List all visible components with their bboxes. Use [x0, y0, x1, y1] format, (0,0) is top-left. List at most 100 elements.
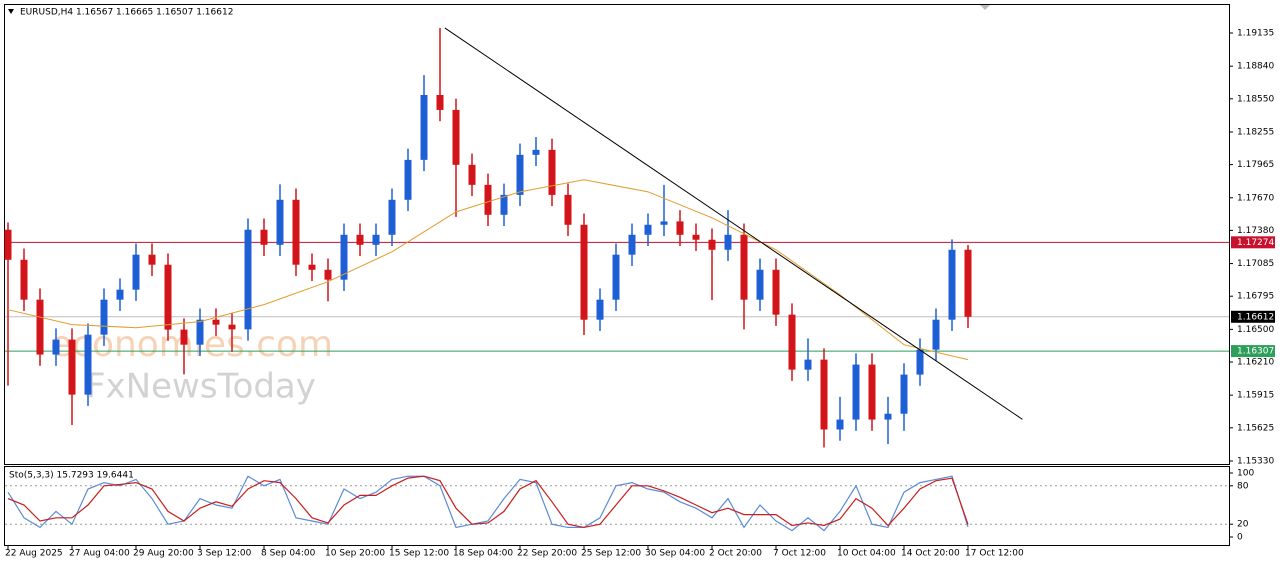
- y-tick-label: 1.16210: [1237, 357, 1274, 367]
- candle-body: [948, 249, 956, 320]
- stoch-title: Sto(5,3,3) 15.7293 19.6441: [9, 471, 134, 481]
- x-tick-label: 25 Sep 12:00: [581, 549, 641, 559]
- candle-body: [964, 249, 972, 317]
- y-tick-label: 1.16500: [1237, 325, 1274, 335]
- candle-body: [788, 314, 796, 370]
- candle-body: [564, 194, 572, 225]
- candle-body: [420, 94, 428, 160]
- candle-body: [52, 339, 60, 355]
- y-tick-label: 0: [1237, 533, 1243, 543]
- chart-title: EURUSD,H4 1.16567 1.16665 1.16507 1.1661…: [20, 8, 233, 18]
- y-tick-label: 1.17085: [1237, 259, 1274, 269]
- main-frame: [4, 4, 1230, 465]
- candle-body: [484, 184, 492, 215]
- price-level-label: 1.16307: [1237, 347, 1274, 357]
- candle-body: [676, 221, 684, 235]
- y-tick-label: 1.17965: [1237, 160, 1274, 170]
- candle-body: [660, 221, 668, 225]
- candle-body: [740, 234, 748, 300]
- candle-body: [228, 324, 236, 330]
- candle-body: [148, 254, 156, 265]
- candle-body: [212, 319, 220, 325]
- x-tick-label: 10 Sep 20:00: [325, 549, 385, 559]
- x-tick-label: 7 Oct 12:00: [773, 549, 826, 559]
- candle-body: [708, 239, 716, 250]
- candle-body: [468, 164, 476, 185]
- candle-body: [132, 254, 140, 290]
- x-tick-label: 22 Sep 20:00: [517, 549, 577, 559]
- x-tick-label: 14 Oct 20:00: [901, 549, 960, 559]
- candle-body: [292, 199, 300, 265]
- candle-body: [84, 334, 92, 395]
- candle-body: [356, 234, 364, 245]
- candle-body: [596, 299, 604, 320]
- y-tick-label: 1.17670: [1237, 193, 1274, 203]
- candle-body: [500, 194, 508, 215]
- price-level-box: [1231, 310, 1275, 323]
- candle-body: [308, 264, 316, 270]
- candle-body: [868, 364, 876, 420]
- candle-body: [900, 374, 908, 414]
- x-tick-label: 2 Oct 20:00: [709, 549, 762, 559]
- candle-body: [932, 319, 940, 350]
- candle-body: [628, 234, 636, 255]
- trendline: [444, 27, 1023, 420]
- x-tick-label: 8 Sep 04:00: [261, 549, 316, 559]
- y-tick-label: 1.18255: [1237, 127, 1274, 137]
- candle-body: [116, 289, 124, 300]
- candle-body: [724, 234, 732, 250]
- candle-body: [196, 319, 204, 345]
- candle-body: [804, 359, 812, 370]
- candle-body: [852, 364, 860, 420]
- candle-body: [100, 299, 108, 335]
- price-level-label: 1.17274: [1237, 238, 1274, 248]
- candle-body: [244, 229, 252, 330]
- y-tick-label: 1.18840: [1237, 62, 1274, 72]
- price-level-box: [1231, 345, 1275, 358]
- candle-body: [36, 299, 44, 355]
- candle-body: [436, 94, 444, 110]
- x-tick-label: 17 Oct 12:00: [965, 549, 1024, 559]
- candle-body: [180, 329, 188, 345]
- candle-body: [836, 419, 844, 430]
- candle-body: [884, 413, 892, 420]
- candle-body: [164, 264, 172, 330]
- y-tick-label: 1.18550: [1237, 94, 1274, 104]
- x-tick-label: 27 Aug 04:00: [69, 549, 130, 559]
- candle-body: [260, 229, 268, 245]
- candle-body: [340, 234, 348, 280]
- candle-body: [4, 229, 12, 260]
- candle-body: [532, 149, 540, 155]
- x-tick-label: 15 Sep 12:00: [389, 549, 449, 559]
- candle-body: [324, 269, 332, 280]
- stoch-frame: [4, 466, 1230, 546]
- y-tick-label: 20: [1237, 520, 1249, 530]
- candle-body: [916, 349, 924, 375]
- price-level-label: 1.16612: [1237, 312, 1274, 322]
- price-level-box: [1231, 236, 1275, 249]
- candle-body: [772, 269, 780, 315]
- moving-average: [7, 179, 969, 361]
- x-tick-label: 18 Sep 04:00: [453, 549, 513, 559]
- x-tick-label: 10 Oct 04:00: [837, 549, 896, 559]
- candle-body: [276, 199, 284, 245]
- candle-body: [692, 234, 700, 240]
- candle-body: [516, 154, 524, 195]
- candle-body: [756, 269, 764, 300]
- y-tick-label: 1.19135: [1237, 29, 1274, 39]
- candle-body: [644, 224, 652, 235]
- candle-body: [580, 224, 588, 320]
- x-tick-label: 29 Aug 20:00: [133, 549, 194, 559]
- candle-body: [388, 199, 396, 235]
- candle-body: [820, 359, 828, 430]
- candle-body: [404, 159, 412, 200]
- y-tick-label: 80: [1237, 481, 1249, 491]
- watermark: economies.com: [50, 324, 333, 365]
- y-tick-label: 100: [1237, 469, 1254, 479]
- candle-body: [548, 149, 556, 195]
- candle-body: [372, 234, 380, 245]
- x-tick-label: 3 Sep 12:00: [197, 549, 252, 559]
- menu-arrow: [8, 9, 14, 14]
- y-tick-label: 1.15330: [1237, 456, 1274, 466]
- y-tick-label: 1.17380: [1237, 226, 1274, 236]
